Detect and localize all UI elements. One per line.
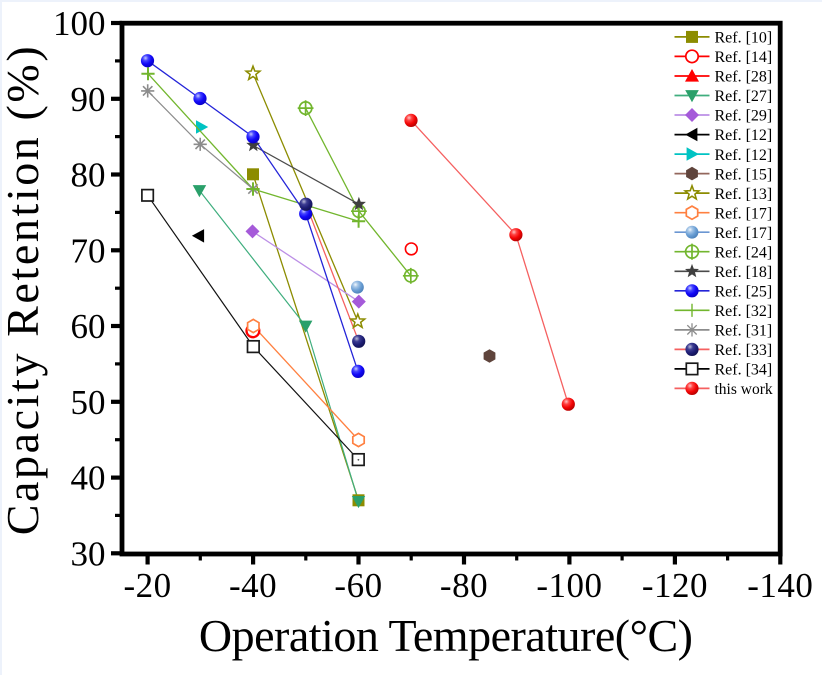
svg-text:Ref. [18]: Ref. [18] [715, 264, 773, 281]
svg-text:Ref. [10]: Ref. [10] [715, 30, 773, 47]
svg-text:Ref. [17]: Ref. [17] [715, 225, 773, 242]
svg-text:Ref. [33]: Ref. [33] [715, 342, 773, 359]
svg-text:Operation Temperature(°C): Operation Temperature(°C) [199, 610, 693, 661]
svg-text:-60: -60 [334, 566, 382, 605]
svg-text:Ref. [25]: Ref. [25] [715, 284, 773, 301]
svg-text:-100: -100 [536, 566, 602, 605]
svg-text:Ref. [12]: Ref. [12] [715, 127, 773, 144]
svg-text:Ref. [12]: Ref. [12] [715, 147, 773, 164]
svg-text:50: 50 [71, 383, 106, 422]
svg-text:30: 30 [71, 534, 106, 573]
svg-text:80: 80 [71, 156, 106, 195]
svg-text:-40: -40 [229, 566, 277, 605]
svg-text:Ref. [17]: Ref. [17] [715, 205, 773, 222]
svg-text:Ref. [24]: Ref. [24] [715, 244, 773, 261]
svg-text:40: 40 [71, 459, 106, 498]
svg-text:70: 70 [71, 231, 106, 270]
svg-text:-80: -80 [440, 566, 488, 605]
svg-text:-120: -120 [642, 566, 708, 605]
svg-text:Ref. [14]: Ref. [14] [715, 49, 773, 66]
svg-text:100: 100 [53, 4, 106, 43]
svg-text:Ref. [28]: Ref. [28] [715, 69, 773, 86]
svg-text:this work: this work [715, 381, 773, 398]
svg-text:Ref. [31]: Ref. [31] [715, 323, 773, 340]
svg-text:Ref. [32]: Ref. [32] [715, 303, 773, 320]
svg-text:Ref. [13]: Ref. [13] [715, 186, 773, 203]
svg-text:60: 60 [71, 307, 106, 346]
svg-text:Ref. [27]: Ref. [27] [715, 88, 773, 105]
svg-text:Ref. [15]: Ref. [15] [715, 166, 773, 183]
svg-text:Ref. [29]: Ref. [29] [715, 108, 773, 125]
svg-text:90: 90 [71, 80, 106, 119]
svg-text:-140: -140 [747, 566, 813, 605]
svg-text:Ref. [34]: Ref. [34] [715, 362, 773, 379]
svg-text:-20: -20 [124, 566, 172, 605]
svg-text:Capacity Retention (%): Capacity Retention (%) [0, 44, 48, 536]
